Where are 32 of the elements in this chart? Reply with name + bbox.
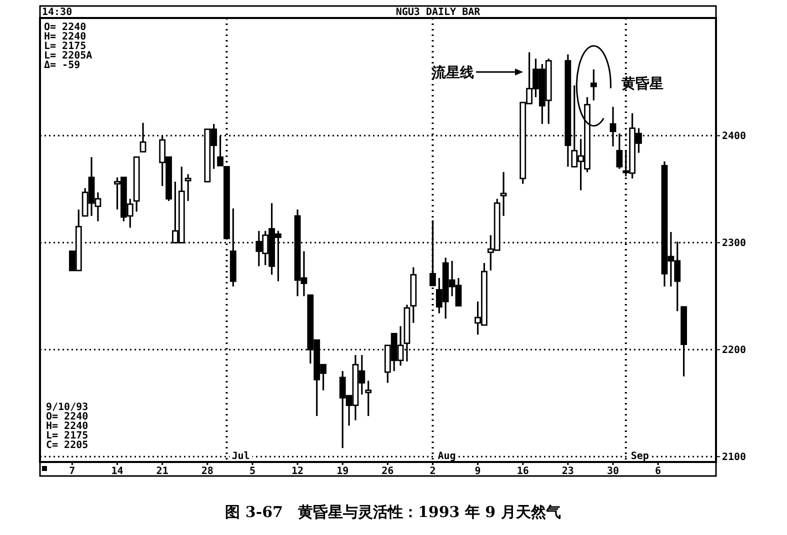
x-tick-label: 2 — [430, 466, 436, 477]
x-tick-label: 12 — [292, 466, 304, 477]
annotation: 9/10/93 O= 2240 H= 2240 L= 2175 C= 2205 — [46, 402, 88, 451]
x-tick-label: 30 — [606, 466, 620, 477]
y-tick-label: 2300 — [722, 238, 746, 250]
caption: 图 3-67 黄昏星与灵活性：1993 年 9 月天然气 — [225, 503, 561, 521]
candlestick — [500, 171, 507, 217]
annotation: 流星线 — [431, 64, 474, 81]
x-tick-label: 7 — [69, 466, 76, 477]
candlestick — [365, 380, 372, 417]
ref-line-label: Jul — [232, 451, 250, 462]
candlestick — [590, 68, 597, 102]
x-tick-label: 28 — [201, 466, 214, 477]
x-tick-label: 9 — [474, 466, 481, 477]
y-tick-label: 2200 — [722, 345, 746, 356]
x-tick-label: 26 — [382, 466, 394, 477]
annotation: O= 2240 H= 2240 L= 2175 L= 2205A Δ= -59 — [44, 22, 92, 71]
x-tick-label: 5 — [249, 466, 256, 477]
x-tick-label: 21 — [156, 466, 168, 477]
ref-line-label: Aug — [438, 451, 456, 462]
y-tick-label: 2400 — [722, 131, 746, 142]
x-tick-label: 14 — [111, 466, 124, 477]
annotation: 黄昏星 — [620, 75, 664, 92]
x-tick-label: 19 — [336, 466, 349, 477]
ref-line-label: Sep — [630, 451, 649, 462]
candlestick — [184, 173, 192, 202]
annotation: 14:30 — [42, 7, 72, 18]
x-tick-label: 23 — [562, 466, 574, 477]
y-tick-label: 2100 — [722, 452, 746, 464]
x-tick-label: 6 — [655, 466, 662, 477]
x-tick-label: 16 — [516, 466, 529, 477]
chart-title: NGU3 DAILY BAR — [396, 7, 482, 18]
